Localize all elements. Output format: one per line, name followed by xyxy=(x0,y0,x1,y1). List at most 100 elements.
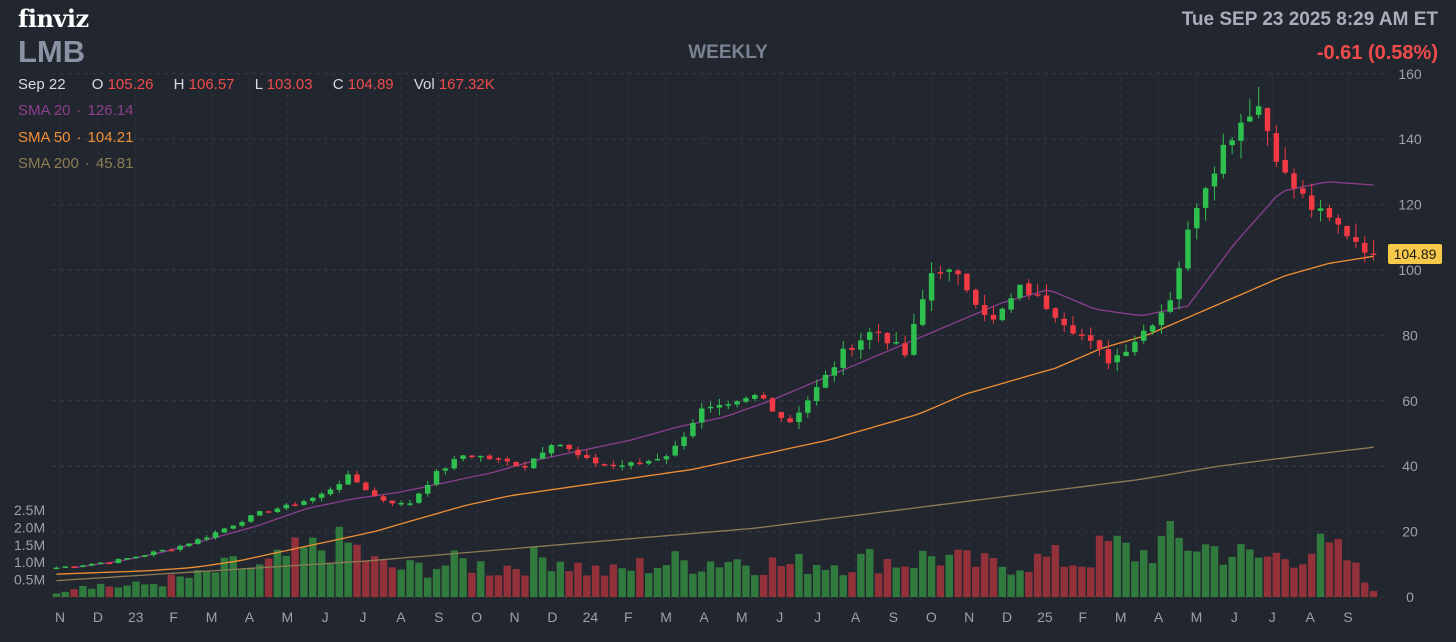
volume-bar xyxy=(583,575,591,597)
volume-bar xyxy=(79,585,87,597)
volume-bar xyxy=(432,569,441,597)
close-value: 104.89 xyxy=(347,76,394,93)
volume-bar xyxy=(609,564,618,597)
candle-body xyxy=(1361,242,1368,253)
candle-body xyxy=(1211,173,1218,187)
volume-bar xyxy=(459,558,467,597)
volume-bar xyxy=(1184,550,1192,597)
sma50-path xyxy=(56,255,1374,575)
volume-bar xyxy=(132,581,140,597)
ticker-symbol: LMB xyxy=(18,34,86,69)
candle-body xyxy=(354,474,360,483)
time-tick-label: 24 xyxy=(583,609,599,625)
candle-body xyxy=(725,404,732,406)
candle-body xyxy=(1370,253,1377,255)
volume-bar xyxy=(123,585,131,597)
candle-body xyxy=(716,404,723,408)
volume-bar xyxy=(1361,582,1369,597)
finviz-logo[interactable]: finviz xyxy=(18,4,89,33)
volume-bar xyxy=(141,584,149,597)
price-change: -0.61 (0.58%) xyxy=(1316,42,1438,64)
time-tick-label: D xyxy=(93,609,103,625)
volume-bar xyxy=(282,555,290,597)
candle-body xyxy=(946,269,953,272)
candle-body xyxy=(221,528,228,533)
sma50-legend[interactable]: SMA 50 · 104.21 xyxy=(18,129,134,146)
candle-body xyxy=(637,462,643,465)
high-value: 106.57 xyxy=(188,76,235,93)
volume-bar xyxy=(865,548,874,597)
candle-body xyxy=(380,496,387,501)
volume-bar xyxy=(795,553,803,597)
sma50-value: 104.21 xyxy=(87,129,134,146)
sma200-legend[interactable]: SMA 200 · 45.81 xyxy=(18,155,134,172)
candle-body xyxy=(1185,229,1191,269)
candle-body xyxy=(495,458,502,460)
time-tick-label: N xyxy=(55,609,65,625)
candle-body xyxy=(813,387,820,402)
candle-body xyxy=(1105,349,1112,364)
candle-body xyxy=(1052,308,1059,318)
candle-body xyxy=(760,394,767,399)
volume-bar xyxy=(653,567,662,597)
price-tick-label: 140 xyxy=(1398,131,1422,147)
price-tick-label: 120 xyxy=(1398,197,1422,213)
candle-body xyxy=(80,565,86,567)
volume-bar xyxy=(220,557,229,597)
sma20-line xyxy=(74,181,1374,569)
volume-bar xyxy=(335,526,344,597)
candle-body xyxy=(849,347,855,350)
candle-body xyxy=(168,549,175,552)
candle-body xyxy=(734,401,740,405)
volume-bar xyxy=(88,588,96,597)
candle-body xyxy=(1070,325,1076,334)
candle-body xyxy=(707,406,714,409)
volume-bar xyxy=(1148,563,1157,597)
volume-bar xyxy=(1290,567,1298,597)
volume-bar xyxy=(194,570,202,597)
candle-body xyxy=(371,490,378,496)
candle-body xyxy=(1149,325,1156,332)
candle-body xyxy=(513,462,519,467)
candle-body xyxy=(283,504,290,509)
candle-body xyxy=(522,465,528,468)
candle-body xyxy=(698,408,705,423)
volume-bar xyxy=(362,560,370,597)
candle-body xyxy=(1008,298,1014,310)
candle-body xyxy=(1034,294,1041,296)
candle-body xyxy=(469,455,475,458)
volume-bar xyxy=(397,569,405,597)
candle-body xyxy=(53,567,60,570)
volume-bar xyxy=(644,573,653,597)
candle-body xyxy=(973,289,979,305)
volume-bar xyxy=(777,565,786,597)
volume-bar xyxy=(1343,560,1351,597)
volume-bar xyxy=(989,558,998,597)
time-tick-label: F xyxy=(1079,609,1088,625)
volume-bar xyxy=(96,583,105,597)
time-tick-label: M xyxy=(660,609,672,625)
candle-body xyxy=(893,342,899,344)
candle-body xyxy=(778,412,785,419)
volume-bar xyxy=(1201,544,1210,597)
candle-body xyxy=(796,412,802,423)
time-tick-label: S xyxy=(1343,609,1352,625)
ohlc-readout: Sep 22 O 105.26 H 106.57 L 103.03 C 104.… xyxy=(18,76,511,93)
candle-body xyxy=(460,455,466,459)
candle-body xyxy=(89,563,95,566)
volume-bar xyxy=(768,557,777,597)
time-tick-label: J xyxy=(776,609,783,625)
volume-bar xyxy=(689,573,697,597)
candle-body xyxy=(62,566,69,568)
candle-body xyxy=(150,551,157,556)
volume-bar xyxy=(503,565,511,597)
candle-body xyxy=(142,555,148,557)
datetime-label: Tue SEP 23 2025 8:29 AM ET xyxy=(1181,9,1438,30)
candle-body xyxy=(681,436,687,446)
volume-bar xyxy=(52,593,61,597)
volume-bar xyxy=(1237,544,1245,597)
candle-body xyxy=(769,398,776,412)
volume-bar xyxy=(1272,552,1281,597)
sma20-legend[interactable]: SMA 20 · 126.14 xyxy=(18,102,134,119)
